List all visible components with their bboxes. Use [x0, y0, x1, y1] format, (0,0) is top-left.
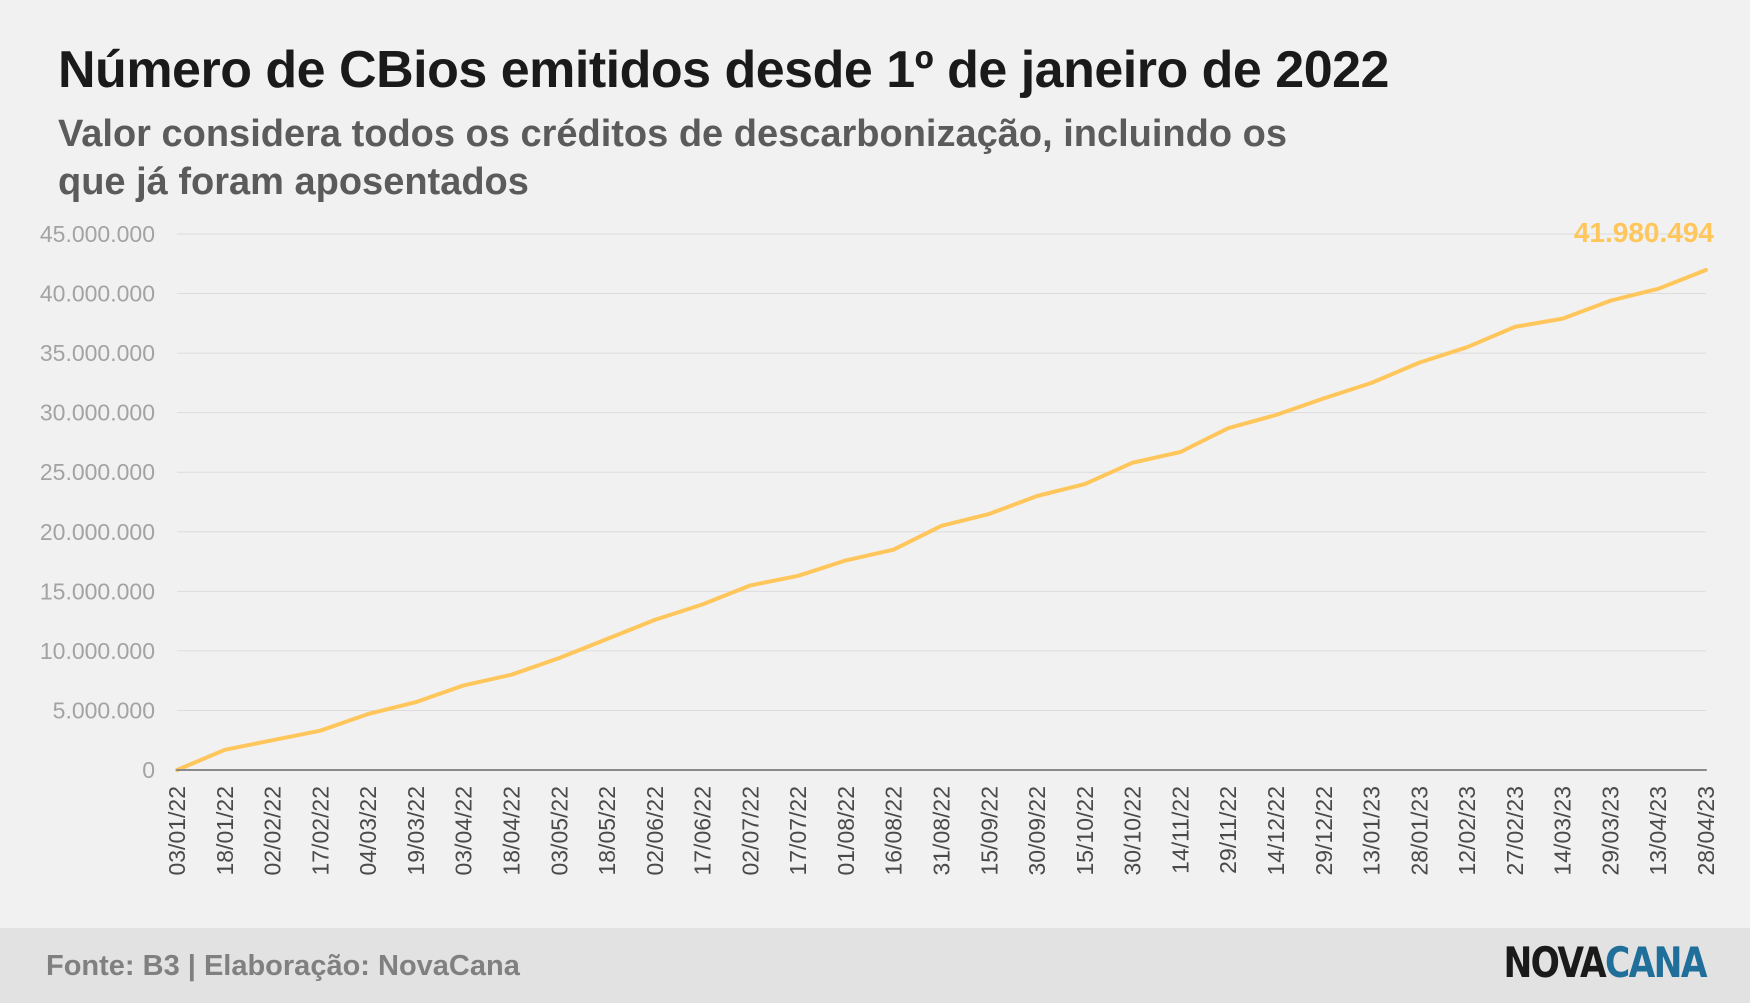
x-tick-label: 31/08/22 — [929, 786, 955, 876]
x-tick-label: 29/12/22 — [1311, 786, 1337, 876]
line-chart: 0 5.000.000 10.000.000 15.000.000 20.000.000… — [40, 217, 1719, 876]
x-tick-label: 19/03/22 — [403, 786, 429, 876]
x-tick-label: 29/03/23 — [1597, 786, 1623, 876]
x-tick-label: 12/02/23 — [1454, 786, 1480, 876]
y-tick-label: 10.000.000 — [40, 638, 155, 664]
y-tick-label: 35.000.000 — [40, 340, 155, 366]
x-tick-label: 18/04/22 — [498, 786, 524, 876]
x-tick-label: 17/07/22 — [785, 786, 811, 876]
y-tick-label: 5.000.000 — [53, 697, 155, 723]
y-tick-label: 25.000.000 — [40, 459, 155, 485]
x-tick-label: 29/11/22 — [1215, 786, 1241, 874]
series-line-cbios — [175, 268, 1708, 772]
novacana-logo: NOVACANA — [1503, 938, 1708, 987]
x-tick-label: 13/01/23 — [1359, 786, 1385, 876]
x-tick-label: 18/05/22 — [594, 786, 620, 876]
x-tick-label: 01/08/22 — [833, 786, 859, 876]
x-tick-label: 04/03/22 — [355, 786, 381, 876]
x-tick-label: 14/12/22 — [1263, 786, 1289, 876]
x-tick-label: 18/01/22 — [212, 786, 238, 876]
x-tick-label: 15/09/22 — [976, 786, 1002, 876]
y-tick-label: 30.000.000 — [40, 400, 155, 426]
logo-part-nova: NOVA — [1503, 938, 1607, 987]
end-value-label: 41.980.494 — [1574, 217, 1715, 248]
x-tick-label: 30/10/22 — [1120, 786, 1146, 876]
y-tick-label: 15.000.000 — [40, 578, 155, 604]
x-tick-label: 02/07/22 — [737, 786, 763, 876]
x-tick-label: 02/02/22 — [260, 786, 286, 876]
y-tick-label: 45.000.000 — [40, 221, 155, 247]
x-tick-label: 28/04/23 — [1693, 786, 1719, 876]
x-tick-label: 02/06/22 — [642, 786, 668, 876]
x-tick-label: 03/05/22 — [546, 786, 572, 876]
footer-bar: Fonte: B3 | Elaboração: NovaCana NOVACAN… — [0, 928, 1750, 1003]
x-tick-label: 27/02/23 — [1502, 786, 1528, 876]
y-tick-label: 0 — [142, 757, 155, 783]
x-tick-label: 17/06/22 — [690, 786, 716, 876]
x-tick-label: 28/01/23 — [1406, 786, 1432, 876]
chart-subtitle: Valor considera todos os créditos de des… — [58, 113, 1287, 203]
y-tick-label: 40.000.000 — [40, 281, 155, 307]
x-tick-label: 15/10/22 — [1072, 786, 1098, 876]
x-tick-label: 03/01/22 — [164, 786, 190, 876]
x-tick-label: 13/04/23 — [1645, 786, 1671, 876]
x-tick-label: 17/02/22 — [307, 786, 333, 876]
chart-title: Número de CBios emitidos desde 1º de jan… — [58, 41, 1389, 99]
x-tick-label: 14/03/23 — [1550, 786, 1576, 876]
x-tick-label: 16/08/22 — [881, 786, 907, 876]
logo-part-cana: CANA — [1605, 938, 1707, 987]
x-tick-label: 14/11/22 — [1167, 786, 1193, 874]
x-tick-label: 30/09/22 — [1024, 786, 1050, 876]
source-credit: Fonte: B3 | Elaboração: NovaCana — [46, 950, 520, 982]
y-tick-label: 20.000.000 — [40, 519, 155, 545]
x-tick-label: 03/04/22 — [451, 786, 477, 876]
